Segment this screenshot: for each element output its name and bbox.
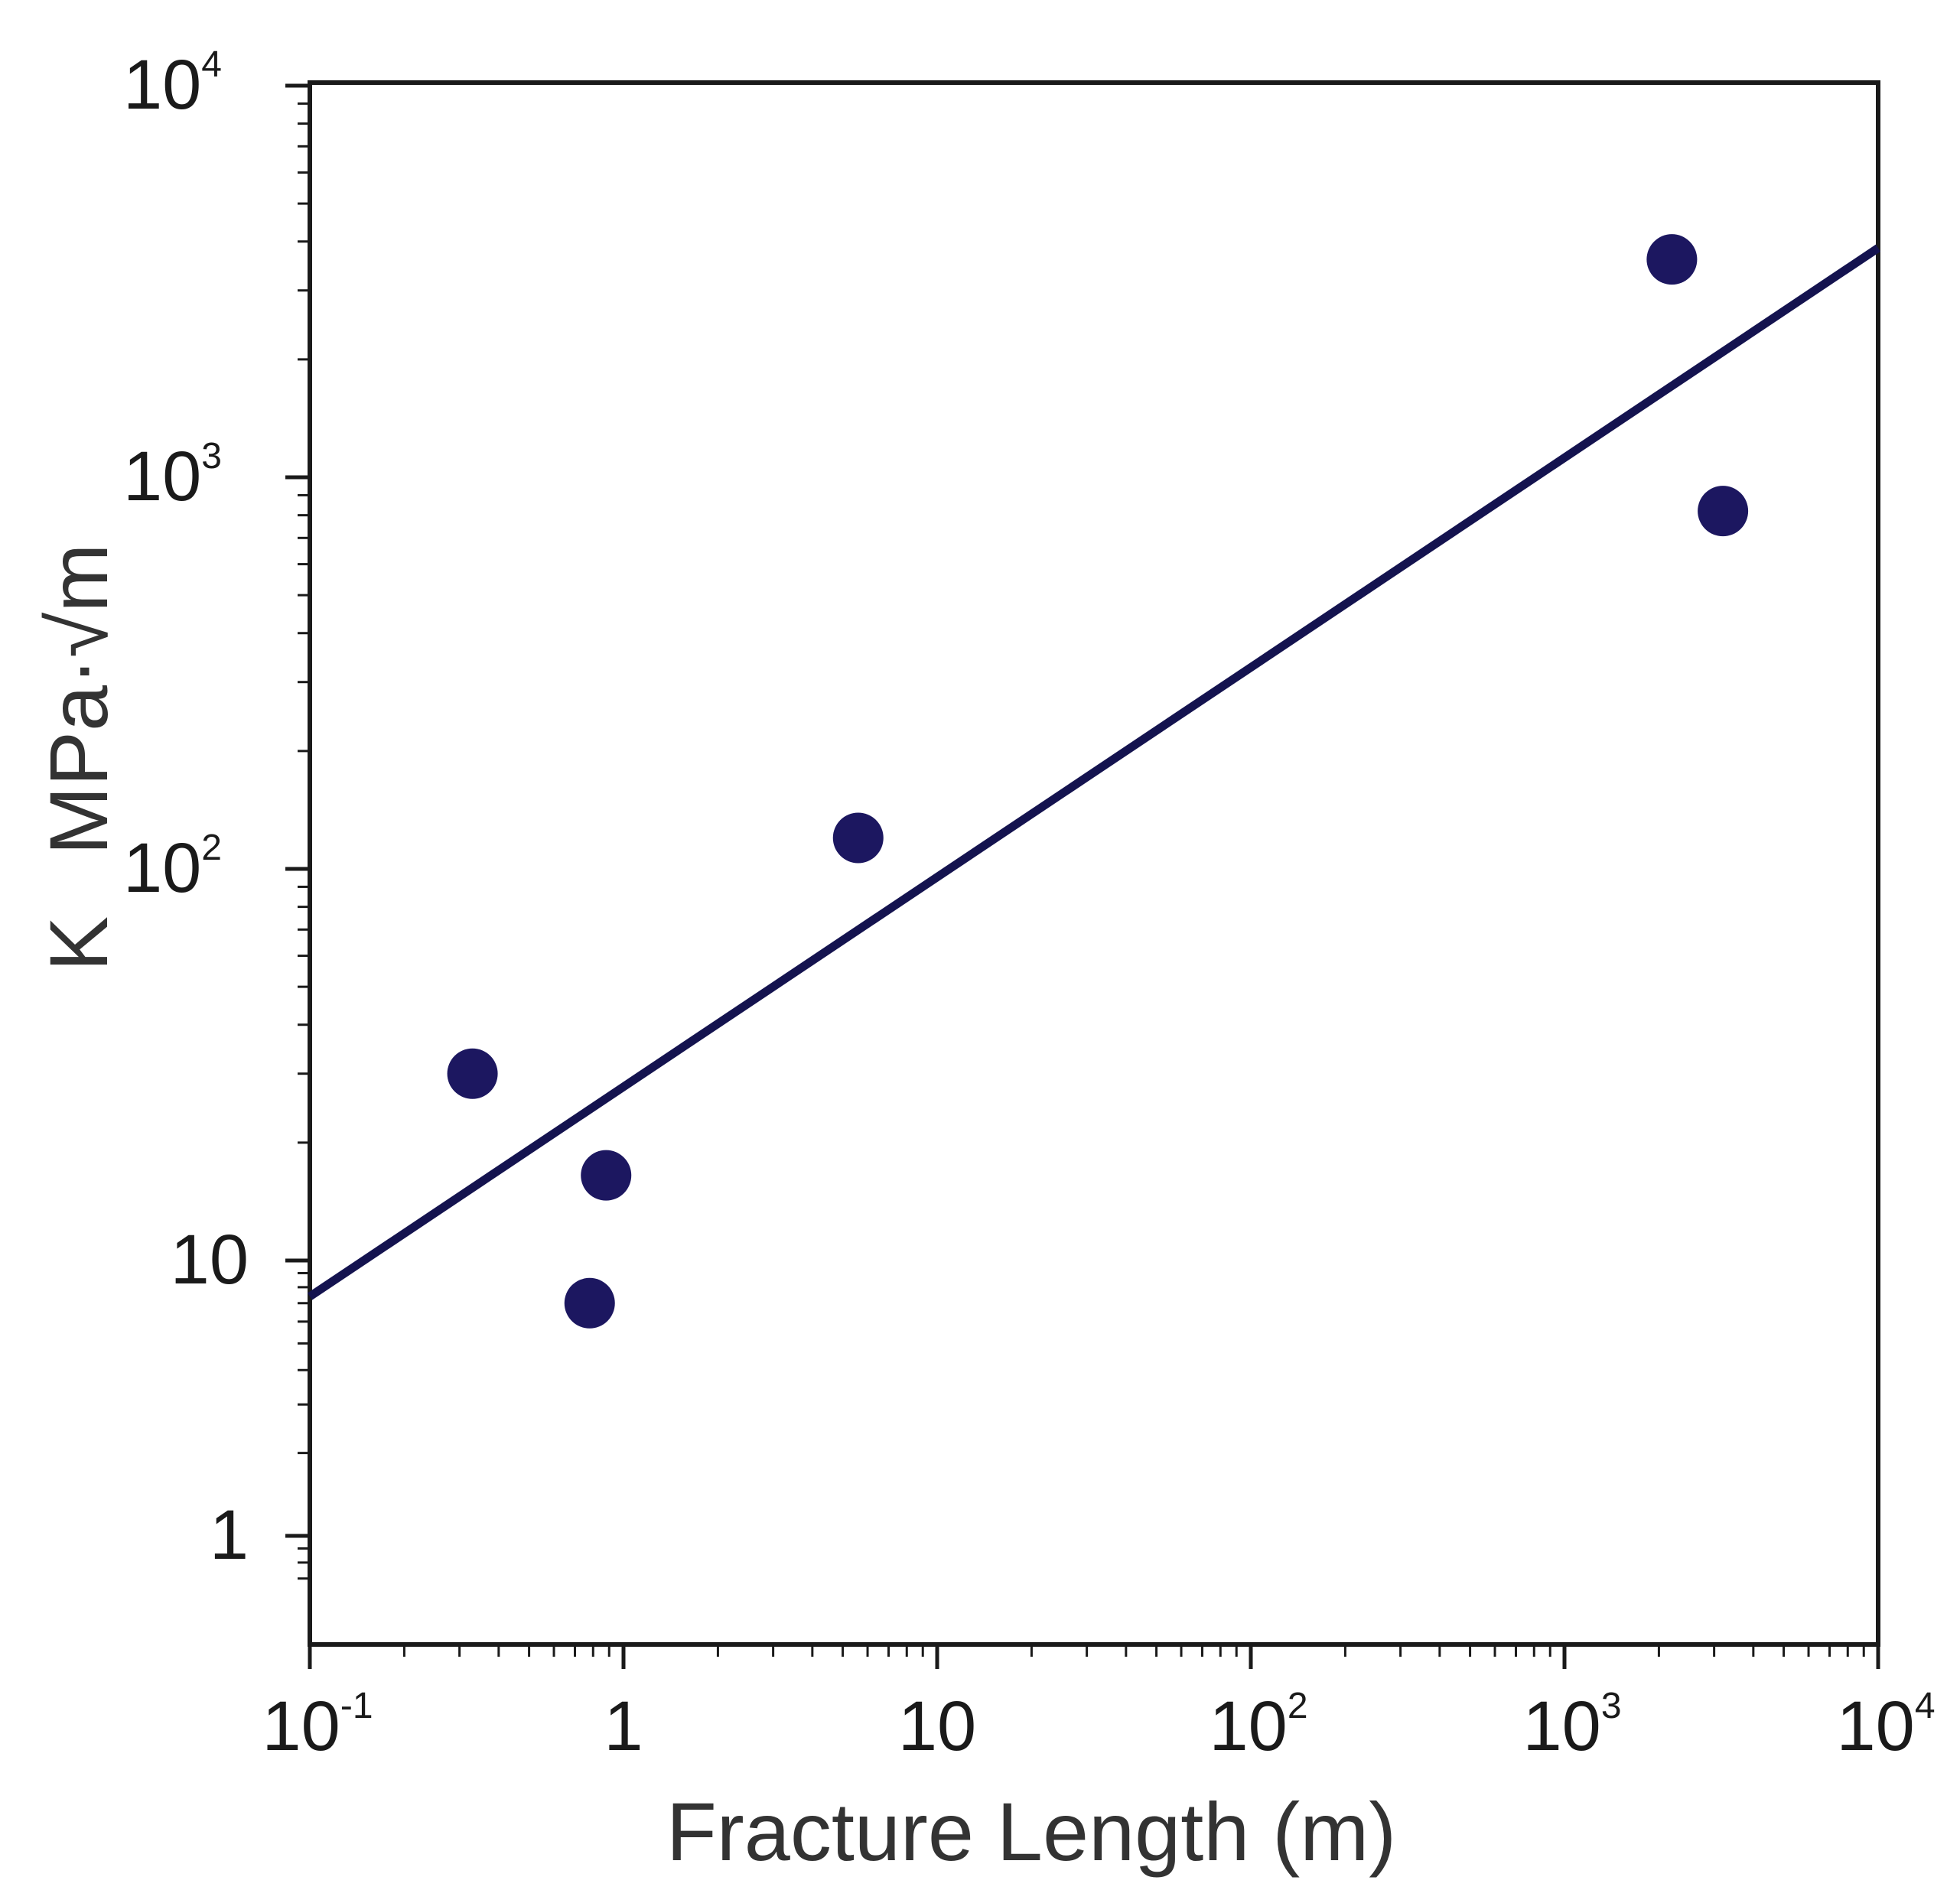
y-tick-label: 103 [123, 436, 222, 516]
y-tick-label: 1 [210, 1496, 249, 1574]
y-axis-title-root: m [32, 544, 125, 613]
y-tick-label: 104 [123, 44, 222, 124]
y-tick-label: 10 [171, 1221, 249, 1299]
minor-ticks [298, 102, 1865, 1657]
y-axis-title-unit: MPa· [32, 658, 125, 855]
scatter-points [447, 234, 1749, 1329]
data-point [1646, 234, 1698, 285]
x-tick-label: 1 [604, 1687, 643, 1765]
data-point [447, 1048, 498, 1099]
x-tick-label: 10-1 [262, 1686, 373, 1765]
x-tick-label: 104 [1836, 1686, 1935, 1765]
plot-frame [308, 80, 1880, 1647]
x-tick-label: 102 [1209, 1686, 1307, 1765]
x-tick-label: 103 [1522, 1686, 1621, 1765]
x-tick-label: 10 [898, 1687, 976, 1765]
data-point [564, 1277, 615, 1329]
x-axis-title: Fracture Length (m) [666, 1785, 1396, 1878]
major-ticks [285, 83, 1880, 1669]
svg-text:KMPa·√m: K MPa·√m [32, 544, 125, 971]
data-point [581, 1150, 632, 1201]
y-axis-title-symbol: K [32, 916, 125, 971]
data-point [832, 812, 884, 864]
tick-labels: 10-1 1 10 102 103 104 1 10 102 103 104 [123, 44, 1936, 1765]
y-axis-title-root-sign: √ [32, 612, 125, 658]
y-axis-title: K MPa·√m [32, 544, 125, 971]
y-tick-label: 102 [123, 828, 222, 907]
data-point [1698, 486, 1749, 537]
fit-line [307, 244, 1881, 1300]
